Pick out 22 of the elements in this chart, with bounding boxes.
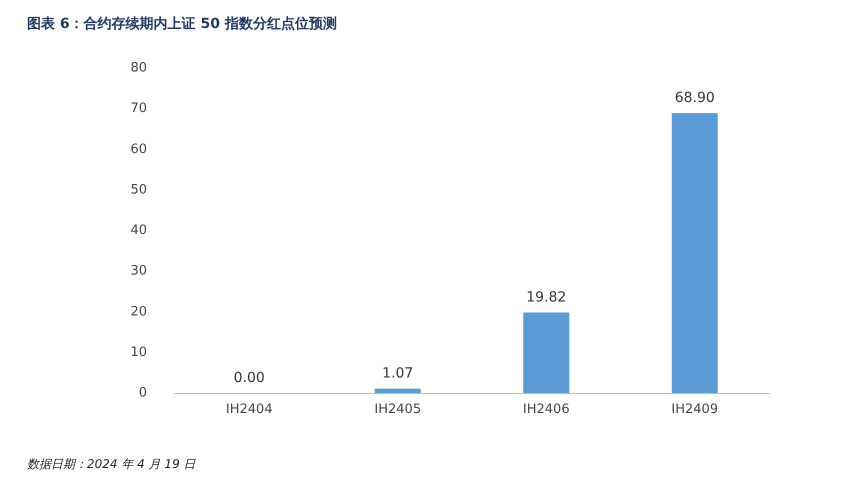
bar [672,113,718,393]
x-tick-label: IH2405 [374,402,422,417]
data-label: 68.90 [674,90,715,106]
y-tick-label: 10 [130,344,147,360]
chart-title: 图表 6：合约存续期内上证 50 指数分红点位预测 [27,16,337,32]
x-tick-label: IH2406 [522,402,570,417]
y-tick-label: 30 [130,264,147,279]
data-label: 0.00 [234,370,265,386]
x-tick-label: IH2404 [226,402,273,417]
data-label: 19.82 [526,289,566,306]
y-tick-label: 0 [138,386,147,400]
bar [374,388,421,393]
data-label: 1.07 [382,366,414,382]
x-tick-label: IH2409 [671,402,718,417]
y-tick-label: 70 [130,101,147,116]
y-tick-label: 50 [130,182,147,198]
y-tick-label: 60 [130,142,147,157]
y-tick-label: 40 [130,223,147,238]
y-tick-label: 80 [130,60,147,76]
bar [523,312,570,393]
y-tick-label: 20 [130,304,147,320]
text: 数据日期：2024 年 4 月 19 日 [27,457,197,471]
